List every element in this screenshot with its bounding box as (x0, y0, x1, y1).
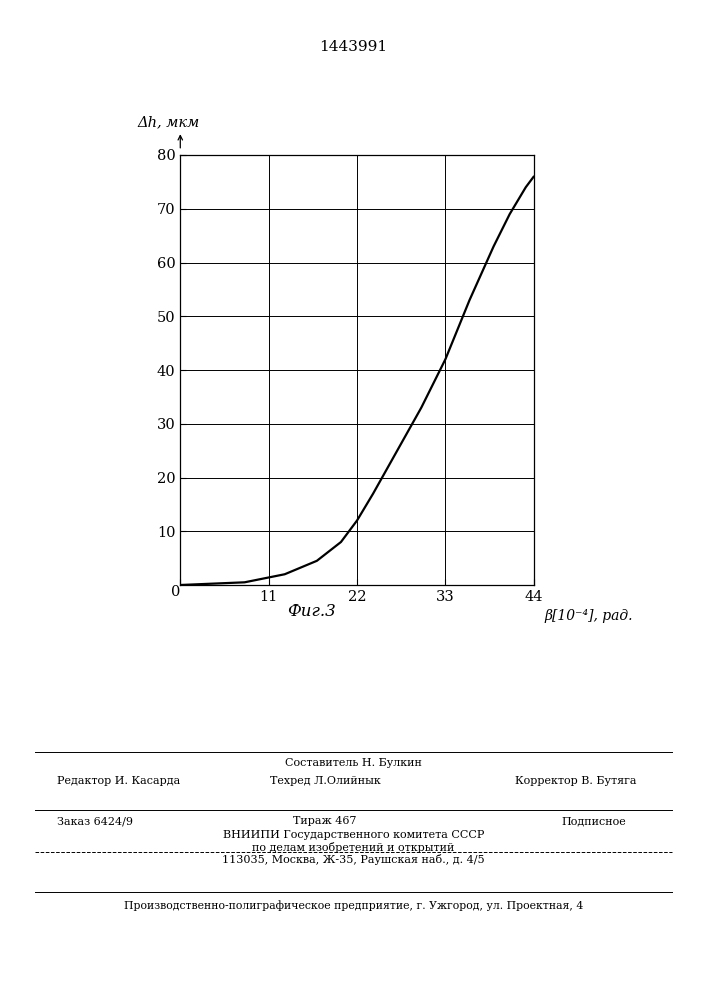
Text: β[10⁻⁴], рад.: β[10⁻⁴], рад. (544, 609, 633, 623)
Text: Редактор И. Касарда: Редактор И. Касарда (57, 776, 180, 786)
Text: Фиг.3: Фиг.3 (287, 603, 335, 620)
Text: Составитель Н. Булкин: Составитель Н. Булкин (285, 758, 422, 768)
Text: ВНИИПИ Государственного комитета СССР: ВНИИПИ Государственного комитета СССР (223, 830, 484, 840)
Text: Тираж 467: Тираж 467 (293, 816, 357, 826)
Text: Δh, мкм: Δh, мкм (138, 115, 200, 129)
Text: 1443991: 1443991 (320, 40, 387, 54)
Text: Техред Л.Олийнык: Техред Л.Олийнык (270, 776, 380, 786)
Text: 113035, Москва, Ж-35, Раушская наб., д. 4/5: 113035, Москва, Ж-35, Раушская наб., д. … (222, 854, 485, 865)
Text: 0: 0 (170, 585, 180, 599)
Text: Производственно-полиграфическое предприятие, г. Ужгород, ул. Проектная, 4: Производственно-полиграфическое предприя… (124, 900, 583, 911)
Text: Подписное: Подписное (561, 816, 626, 826)
Text: Заказ 6424/9: Заказ 6424/9 (57, 816, 132, 826)
Text: Корректор В. Бутяга: Корректор В. Бутяга (515, 776, 636, 786)
Text: по делам изобретений и открытий: по делам изобретений и открытий (252, 842, 455, 853)
